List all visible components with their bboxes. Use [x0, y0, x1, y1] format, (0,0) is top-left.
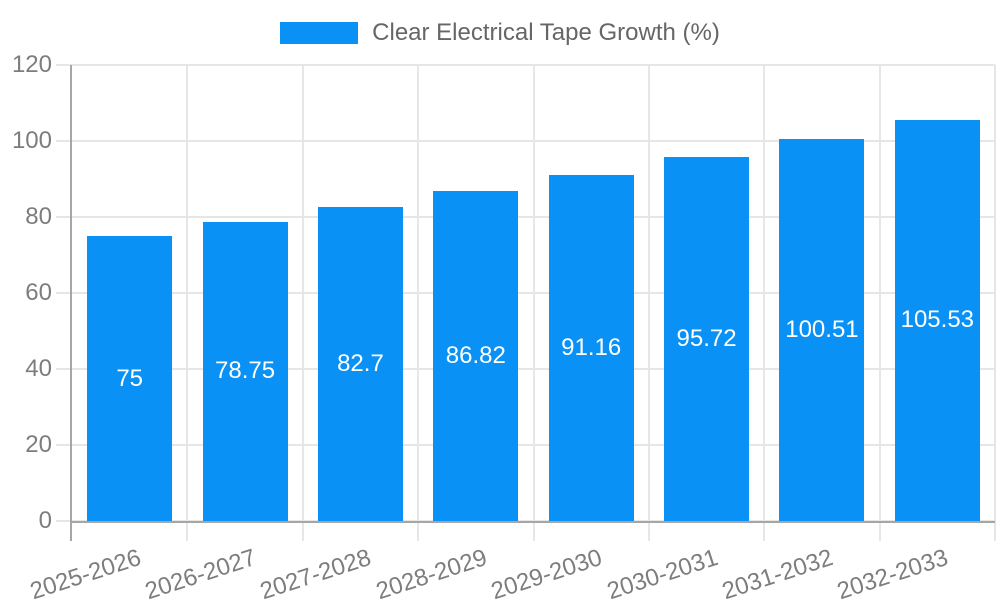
y-gridline: [56, 292, 995, 294]
legend-label: Clear Electrical Tape Growth (%): [372, 19, 720, 46]
y-tick-label: 80: [25, 203, 52, 230]
y-axis-line: [70, 65, 72, 541]
y-tick-label: 0: [38, 507, 52, 534]
bar: [548, 174, 634, 521]
bar-value-label: 91.16: [561, 333, 622, 361]
bar: [664, 157, 750, 521]
bar: [202, 221, 288, 521]
bar: [87, 236, 173, 521]
x-gridline: [878, 65, 881, 541]
bar-value-label: 95.72: [676, 325, 737, 353]
bar: [317, 206, 403, 521]
y-tick-label: 120: [11, 51, 52, 78]
y-gridline: [56, 64, 995, 66]
bar: [779, 139, 865, 521]
bar-value-label: 82.7: [337, 349, 384, 377]
x-axis-line: [70, 521, 995, 523]
x-gridline: [186, 65, 189, 541]
legend-swatch-icon: [280, 22, 359, 44]
bar-value-label: 100.51: [785, 316, 859, 344]
y-tick-label: 60: [25, 279, 52, 306]
legend-item[interactable]: Clear Electrical Tape Growth (%): [280, 18, 720, 48]
bar-value-label: 75: [116, 364, 144, 392]
y-tick-label: 20: [25, 431, 52, 458]
x-gridline: [532, 65, 535, 541]
y-gridline: [56, 216, 995, 218]
x-gridline: [417, 65, 420, 541]
x-gridline: [647, 65, 650, 541]
y-gridline: [56, 368, 995, 370]
bar: [433, 191, 519, 521]
x-gridline: [763, 65, 766, 541]
bar-value-label: 105.53: [900, 306, 975, 334]
y-gridline: [56, 140, 995, 142]
x-gridline: [301, 65, 304, 541]
y-tick-label: 100: [11, 127, 52, 154]
bar-value-label: 86.82: [445, 342, 506, 370]
y-tick-label: 40: [25, 355, 52, 382]
legend: Clear Electrical Tape Growth (%): [0, 18, 1000, 48]
y-gridline: [56, 444, 995, 446]
bar-value-label: 78.75: [215, 357, 276, 385]
x-gridline: [994, 65, 996, 541]
bar: [894, 119, 980, 521]
